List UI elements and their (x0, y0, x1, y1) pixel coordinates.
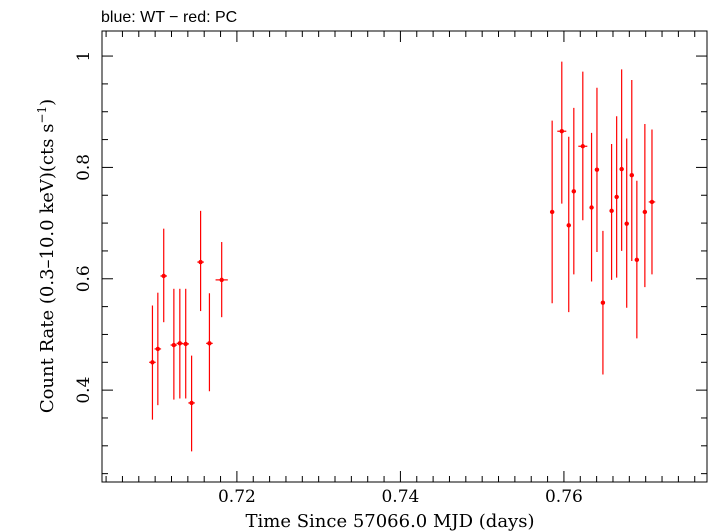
y-axis-label-main: Count Rate (0.3–10.0 keV)(cts s (37, 124, 58, 414)
data-point (206, 293, 213, 392)
data-point (215, 242, 228, 318)
data-points (149, 61, 656, 452)
data-point (600, 230, 606, 375)
data-point (197, 210, 204, 312)
point-marker (600, 300, 606, 305)
data-point (566, 136, 571, 313)
data-point (619, 69, 624, 251)
data-point (154, 292, 162, 406)
data-point (549, 120, 555, 304)
y-axis-label-exponent: −1 (35, 106, 49, 124)
point-marker (614, 194, 619, 200)
point-marker (219, 277, 224, 283)
data-point (182, 288, 189, 399)
y-tick-label: 0.8 (74, 154, 94, 181)
point-marker (161, 273, 166, 279)
data-point (578, 71, 588, 221)
point-marker (624, 221, 629, 226)
data-point (160, 228, 167, 323)
point-marker (155, 346, 161, 352)
point-marker (559, 129, 564, 134)
point-marker (594, 167, 600, 172)
plot-frame (101, 30, 708, 483)
data-point (648, 129, 656, 275)
data-point (571, 107, 577, 275)
point-marker (649, 199, 655, 205)
point-marker (642, 209, 648, 215)
y-tick-label: 0.6 (74, 265, 94, 292)
point-marker (183, 341, 188, 347)
point-marker (629, 173, 634, 178)
data-point (614, 116, 619, 278)
point-marker (207, 341, 212, 346)
x-tick-label: 0.74 (381, 487, 419, 507)
data-point (624, 138, 629, 308)
data-point (634, 180, 640, 339)
point-marker (580, 144, 586, 149)
data-point (557, 61, 567, 204)
data-point (149, 305, 156, 420)
x-tick-label: 0.76 (545, 487, 583, 507)
data-point (589, 132, 594, 282)
y-axis-label: Count Rate (0.3–10.0 keV)(cts s−1) (35, 99, 58, 413)
axis-ticks (102, 31, 707, 482)
chart-title: blue: WT − red: PC (101, 9, 237, 26)
data-point (609, 144, 614, 280)
point-marker (189, 400, 194, 406)
y-tick-label: 1 (74, 51, 94, 62)
y-tick-label: 0.4 (74, 377, 94, 404)
point-marker (171, 342, 177, 348)
point-marker (609, 208, 614, 214)
data-point (176, 288, 184, 399)
point-marker (198, 259, 203, 265)
tick-labels: 0.72 0.74 0.76 0.4 0.6 0.8 1 (74, 51, 583, 507)
point-marker (549, 209, 555, 215)
point-marker (589, 205, 594, 210)
data-point (594, 87, 600, 253)
x-axis-label: Time Since 57066.0 MJD (days) (245, 511, 534, 532)
data-point (642, 123, 648, 288)
point-marker (634, 257, 640, 263)
point-marker (150, 360, 155, 365)
point-marker (571, 189, 577, 194)
y-axis-label-close: ) (37, 99, 58, 106)
x-tick-label: 0.72 (218, 487, 256, 507)
point-marker (566, 223, 571, 228)
data-point (188, 355, 195, 452)
data-point (629, 79, 634, 261)
point-marker (177, 341, 183, 346)
data-point (170, 288, 178, 400)
point-marker (619, 166, 624, 172)
